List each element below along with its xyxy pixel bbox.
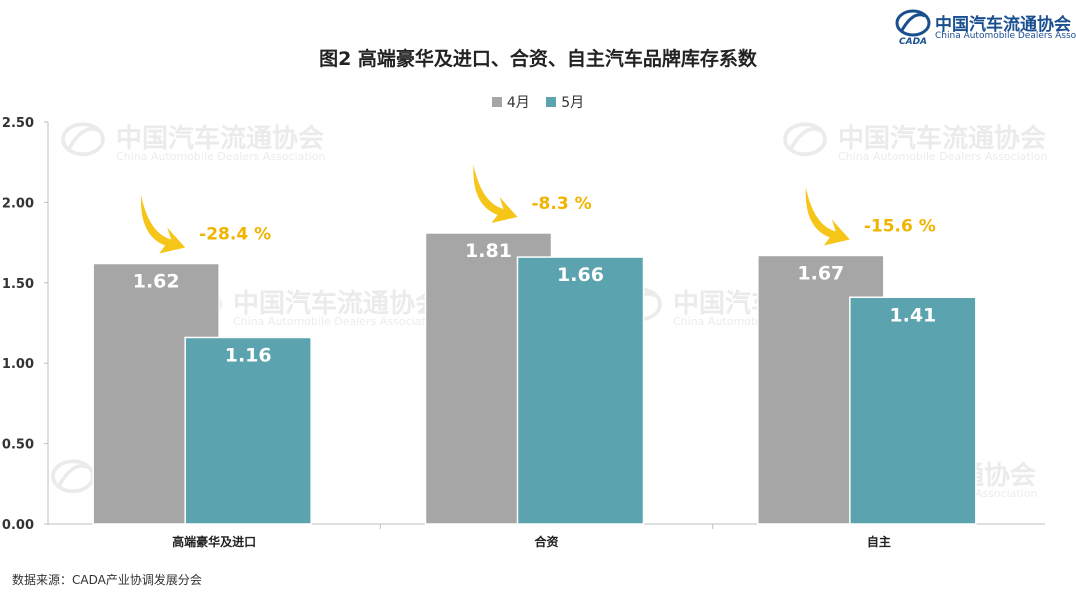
y-tick-label: 1.00 [2, 357, 34, 372]
down-arrow-icon [141, 195, 186, 254]
data-label: 1.62 [133, 271, 180, 293]
x-tick-label: 自主 [867, 534, 891, 549]
bar [849, 296, 977, 525]
x-tick-label: 合资 [534, 534, 558, 549]
down-arrow-icon [473, 164, 518, 223]
legend-item-april: 4月 [491, 92, 530, 112]
logo-english-name: China Automobile Dealers Association [935, 31, 1076, 41]
legend-item-may: 5月 [546, 92, 584, 112]
y-tick-label: 1.50 [2, 277, 34, 292]
y-tick-label: 2.00 [2, 196, 34, 211]
cada-logo-icon: CADA [895, 9, 931, 46]
y-tick-label: 0.00 [2, 518, 34, 533]
down-arrow-icon [805, 187, 850, 246]
cada-logo: CADA 中国汽车流通协会 China Automobile Dealers A… [893, 6, 1076, 48]
change-label: -15.6 % [864, 216, 936, 236]
x-tick-label: 高端豪华及进口 [172, 534, 256, 549]
data-label: 1.41 [889, 304, 936, 326]
bar [516, 256, 645, 525]
legend-swatch-may [546, 97, 557, 107]
y-tick-label: 0.50 [2, 438, 34, 453]
legend-swatch-april [491, 97, 502, 107]
legend-label-april: 4月 [506, 95, 530, 111]
data-label: 1.67 [797, 262, 844, 284]
data-source: 数据来源：CADA产业协调发展分会 [12, 573, 202, 587]
data-label: 1.66 [557, 264, 604, 286]
y-tick-label: 2.50 [2, 116, 34, 131]
legend: 4月 5月 [0, 92, 1076, 112]
data-label: 1.16 [225, 344, 272, 366]
chart-title: 图2 高端豪华及进口、合资、自主汽车品牌库存系数 [319, 48, 757, 70]
logo-chinese-name: 中国汽车流通协会 [935, 15, 1071, 35]
change-label: -28.4 % [199, 225, 271, 245]
change-label: -8.3 % [532, 194, 592, 214]
legend-label-may: 5月 [561, 95, 585, 111]
data-label: 1.81 [465, 240, 512, 262]
svg-text:CADA: CADA [899, 37, 927, 46]
bar [184, 336, 312, 525]
